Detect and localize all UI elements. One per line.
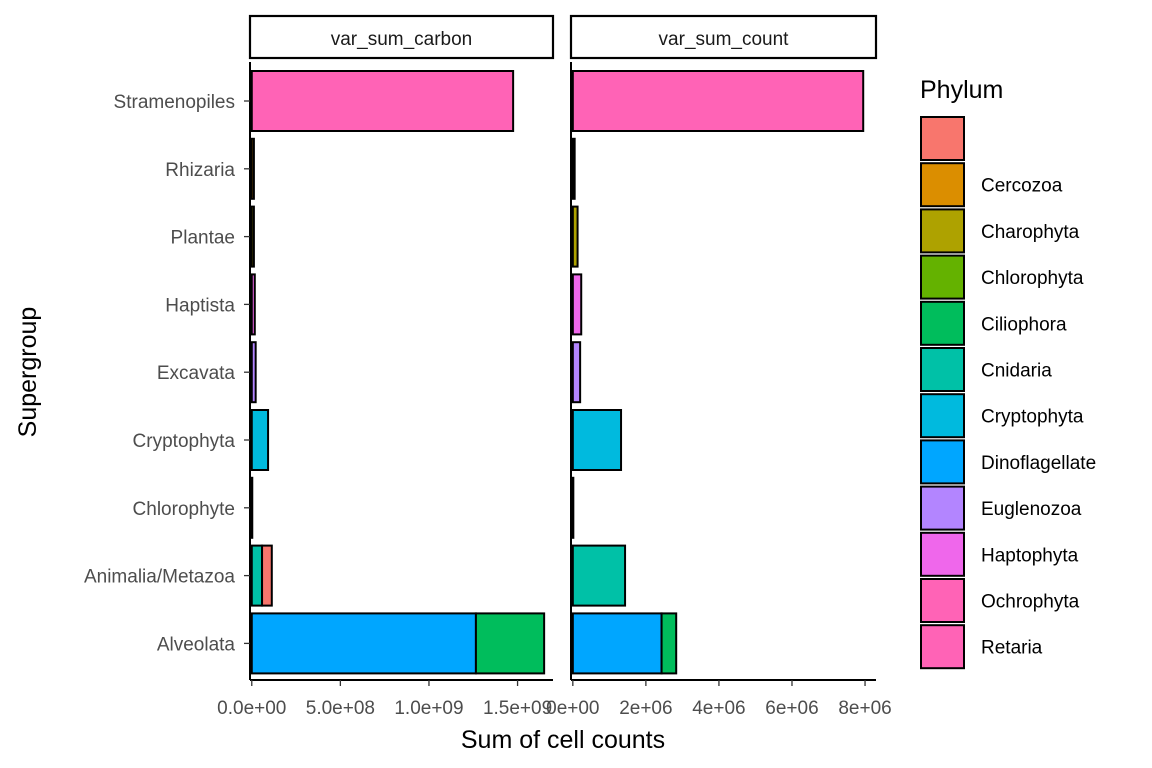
- facet-panel: var_sum_carbon 1265000000385000000 5800000…: [217, 14, 555, 719]
- legend-key: [920, 531, 965, 577]
- bar-segment: 230000: [571, 273, 583, 336]
- bar-segment: 200000: [571, 341, 582, 404]
- y-tick-label: Cryptophyta: [133, 431, 236, 452]
- legend-item: [920, 116, 965, 161]
- x-tick-label: 2e+06: [619, 698, 672, 719]
- legend-key: [920, 624, 965, 670]
- bar-segment: 1320000: [571, 409, 623, 471]
- y-tick-label: Rhizaria: [165, 160, 235, 181]
- bar-segment: 22000000: [250, 341, 257, 404]
- bar-segment: 17000000: [250, 273, 256, 336]
- x-tick-label: 5.0e+08: [306, 698, 375, 719]
- bar-segment: 130000: [571, 205, 579, 268]
- legend-label: Cryptophyta: [981, 407, 1084, 428]
- legend-item: Ciliophora: [920, 300, 1067, 346]
- legend-key: [920, 116, 965, 161]
- legend-key: [920, 439, 965, 485]
- bar-segment: 92000000: [250, 409, 270, 471]
- bar-segment: 1475000000: [250, 70, 515, 132]
- legend-label: Cercozoa: [981, 176, 1063, 197]
- x-tick-label: 1.0e+09: [394, 698, 463, 719]
- legend-key: [920, 162, 965, 208]
- x-tick-label: 1.5e+09: [483, 698, 552, 719]
- legend-item: Dinoflagellate: [920, 439, 1096, 485]
- legend-item: Ochrophyta: [920, 578, 1080, 623]
- facet-strip-label: var_sum_carbon: [331, 29, 473, 50]
- bar-segment: 12000000: [250, 205, 255, 268]
- legend-label: Haptophyta: [981, 545, 1079, 566]
- facet-strip: [248, 14, 555, 60]
- legend-key: [920, 393, 965, 439]
- bar-segment: 12000000: [250, 137, 255, 200]
- y-tick-label: Plantae: [171, 228, 235, 249]
- legend-item: Chlorophyta: [920, 254, 1084, 300]
- legend-key: [920, 254, 965, 300]
- legend-label: Cnidaria: [981, 361, 1052, 382]
- legend-key: [920, 485, 965, 531]
- legend-key: [920, 300, 965, 346]
- legend-item: Euglenozoa: [920, 485, 1082, 531]
- legend-key: [920, 578, 965, 623]
- bar-segment: 55000000: [261, 544, 273, 607]
- legend-label: Dinoflagellate: [981, 453, 1096, 474]
- legend-label: Ciliophora: [981, 314, 1067, 335]
- y-tick-label: Animalia/Metazoa: [84, 567, 235, 588]
- x-tick-label: 4e+06: [692, 698, 745, 719]
- legend-label: Euglenozoa: [981, 499, 1082, 520]
- facet-panel: var_sum_count 2430000400000 1430000 10000 13…: [546, 14, 892, 719]
- bar-segment: 1430000: [571, 544, 627, 607]
- legend-label: Retaria: [981, 638, 1043, 659]
- y-tick-label: Excavata: [157, 363, 236, 384]
- legend-item: Retaria: [920, 624, 1043, 670]
- x-tick-label: 0e+00: [546, 698, 599, 719]
- legend-items: Cercozoa Charophyta Chlorophyta Ciliophora C…: [920, 116, 1096, 670]
- bar-segment: 385000000: [474, 612, 546, 675]
- y-tick-label: Chlorophyte: [133, 499, 235, 520]
- legend-item: Haptophyta: [920, 531, 1079, 577]
- facet-panels: var_sum_carbon 1265000000385000000 5800000…: [217, 14, 892, 719]
- x-axis-title: Sum of cell counts: [461, 726, 665, 754]
- legend-key: [920, 208, 965, 254]
- legend-label: Chlorophyta: [981, 268, 1084, 289]
- y-tick-label: Alveolata: [157, 634, 236, 655]
- legend-label: Ochrophyta: [981, 592, 1080, 613]
- bar-segment: 7950000: [571, 70, 865, 132]
- y-tick-label: Stramenopiles: [114, 92, 235, 113]
- legend-item: Cnidaria: [920, 347, 1052, 392]
- category-axis: Alveolata Animalia/Metazoa Chlorophyte Cryp…: [84, 92, 250, 655]
- bar-segment: 800000: [250, 476, 254, 539]
- x-tick-label: 0.0e+00: [217, 698, 286, 719]
- bar-segment: 1265000000: [250, 612, 477, 675]
- legend: Phylum Cercozoa Charophyta Chlorophyta Cili…: [920, 76, 1096, 670]
- legend-item: Charophyta: [920, 208, 1080, 254]
- bar-segment: 50000: [571, 137, 576, 200]
- legend-title: Phylum: [920, 76, 1003, 104]
- bar-segment: 2430000: [571, 612, 663, 675]
- facet-strip: [569, 14, 878, 60]
- y-tick-label: Haptista: [165, 295, 235, 316]
- legend-item: Cercozoa: [920, 162, 1063, 208]
- x-tick-label: 6e+06: [765, 698, 818, 719]
- bar-segment: 10000: [571, 476, 575, 539]
- legend-label: Charophyta: [981, 222, 1080, 243]
- legend-key: [920, 347, 965, 392]
- x-tick-label: 8e+06: [838, 698, 891, 719]
- facet-strip-label: var_sum_count: [659, 29, 790, 50]
- bar-segment: 400000: [660, 612, 678, 675]
- bar-segment: 58000000: [250, 544, 264, 607]
- y-axis-title: Supergroup: [14, 307, 42, 438]
- legend-item: Cryptophyta: [920, 393, 1084, 439]
